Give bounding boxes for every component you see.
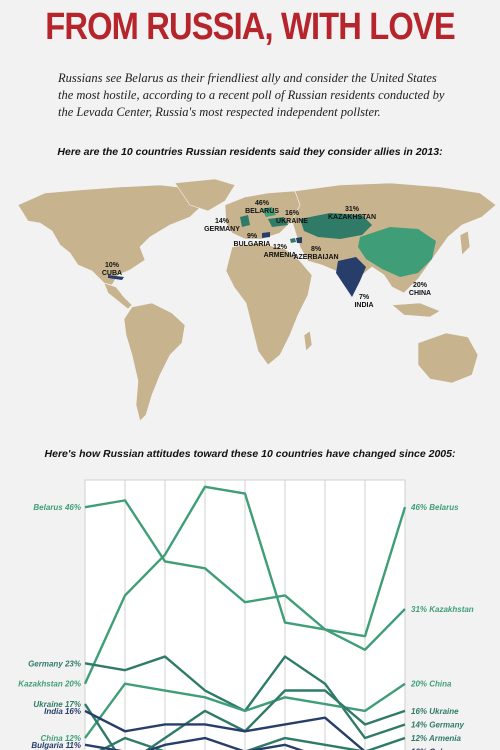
- south-america-landmass: [123, 302, 186, 422]
- kazakhstan-shape: [300, 213, 372, 239]
- africa-landmass: [225, 242, 313, 366]
- map-heading: Here are the 10 countries Russian reside…: [57, 146, 443, 158]
- left-label-ukraine: Ukraine 17%: [33, 700, 81, 709]
- svg-text:10%: 10%: [105, 262, 120, 269]
- right-label-cuba: 10% Cuba: [411, 748, 450, 750]
- australia-landmass: [417, 332, 479, 384]
- svg-text:CHINA: CHINA: [409, 290, 431, 297]
- cuba-shape: [108, 275, 124, 280]
- central-america-landmass: [103, 282, 133, 310]
- left-label-china: China 12%: [41, 734, 81, 743]
- series-line-china: [84, 682, 406, 739]
- land-masses: [17, 178, 497, 422]
- svg-text:9%: 9%: [247, 233, 258, 240]
- left-label-germany: Germany 23%: [28, 659, 81, 668]
- armenia-shape: [290, 238, 296, 243]
- map-label-china: 20% CHINA: [409, 282, 431, 297]
- europe-landmass: [224, 190, 301, 240]
- map-label-cuba: 10% CUBA: [102, 262, 122, 277]
- chart-heading: Here's how Russian attitudes toward thes…: [44, 448, 456, 460]
- svg-text:ARMENIA: ARMENIA: [264, 252, 297, 259]
- world-map: 46% BELARUS 31% KAZAKHSTAN 20% CHINA 16%…: [0, 175, 500, 437]
- map-label-azerbaijan: 8% AZERBAIJAN: [293, 246, 338, 261]
- map-label-germany: 14% GERMANY: [204, 218, 240, 233]
- page-title: FROM RUSSIA, WITH LOVE: [45, 6, 455, 48]
- map-label-kazakhstan: 31% KAZAKHSTAN: [328, 206, 376, 221]
- svg-text:BELARUS: BELARUS: [245, 208, 279, 215]
- svg-text:14%: 14%: [215, 218, 230, 225]
- right-label-belarus: 46% Belarus: [410, 503, 459, 512]
- map-label-ukraine: 16% UKRAINE: [276, 210, 308, 225]
- germany-shape: [240, 215, 250, 227]
- japan-landmass: [459, 230, 471, 256]
- svg-text:46%: 46%: [255, 200, 270, 207]
- india-shape: [336, 257, 366, 297]
- indonesia-landmass: [391, 302, 441, 318]
- north-america-landmass: [17, 184, 206, 286]
- svg-text:16%: 16%: [285, 210, 300, 217]
- belarus-shape: [262, 207, 276, 217]
- series-line-belarus: [84, 499, 407, 638]
- series-line-kazakhstan: [83, 485, 406, 685]
- svg-text:INDIA: INDIA: [354, 302, 373, 309]
- left-label-bulgaria: Bulgaria 11%: [31, 741, 81, 750]
- trend-line-chart: Belarus 46% 46% Belarus Kazakhstan 20% 31% …: [18, 479, 474, 750]
- left-label-india: India 16%: [44, 707, 81, 716]
- intro-text: Russians see Belarus as their friendlies…: [58, 71, 445, 119]
- bulgaria-shape: [262, 232, 270, 238]
- svg-text:8%: 8%: [311, 246, 322, 253]
- left-label-kazakhstan: Kazakhstan 20%: [18, 680, 81, 689]
- right-label-germany: 14% Germany: [411, 720, 464, 729]
- right-label-china: 20% China: [410, 680, 452, 689]
- right-label-kazakhstan: 31% Kazakhstan: [411, 605, 474, 614]
- svg-text:AZERBAIJAN: AZERBAIJAN: [293, 254, 338, 261]
- svg-text:7%: 7%: [359, 294, 370, 301]
- right-label-ukraine: 16% Ukraine: [411, 707, 459, 716]
- map-label-bulgaria: 9% BULGARIA: [234, 233, 271, 248]
- left-label-belarus: Belarus 46%: [33, 503, 81, 512]
- map-label-armenia: 12% ARMENIA: [264, 244, 297, 259]
- svg-text:KAZAKHSTAN: KAZAKHSTAN: [328, 214, 376, 221]
- china-shape: [358, 227, 436, 277]
- ukraine-shape: [268, 217, 288, 227]
- map-label-belarus: 46% BELARUS: [245, 200, 279, 215]
- greenland-landmass: [174, 178, 236, 212]
- azerbaijan-shape: [296, 237, 302, 243]
- svg-text:CUBA: CUBA: [102, 270, 122, 277]
- svg-text:20%: 20%: [413, 282, 428, 289]
- svg-text:GERMANY: GERMANY: [204, 226, 240, 233]
- svg-text:UKRAINE: UKRAINE: [276, 218, 308, 225]
- right-label-armenia: 12% Armenia: [411, 734, 462, 743]
- svg-text:BULGARIA: BULGARIA: [234, 241, 271, 248]
- svg-text:31%: 31%: [345, 206, 360, 213]
- madagascar-landmass: [303, 330, 313, 352]
- series-line-india: [84, 709, 365, 750]
- series-line-armenia: [98, 736, 406, 750]
- svg-text:12%: 12%: [273, 244, 288, 251]
- map-label-india: 7% INDIA: [354, 294, 373, 309]
